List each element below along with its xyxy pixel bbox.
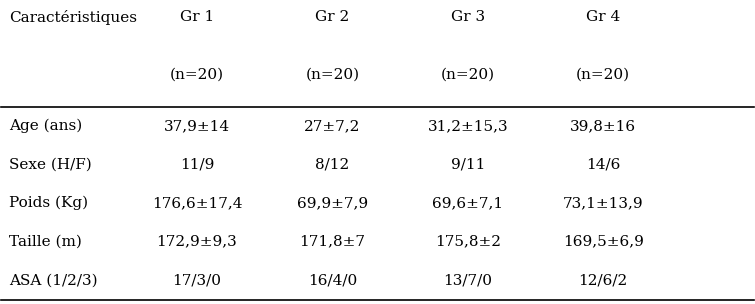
Text: Sexe (H/F): Sexe (H/F) — [9, 158, 91, 172]
Text: 39,8±16: 39,8±16 — [570, 119, 636, 133]
Text: Gr 3: Gr 3 — [451, 10, 485, 24]
Text: 9/11: 9/11 — [451, 158, 485, 172]
Text: 69,6±7,1: 69,6±7,1 — [432, 196, 504, 210]
Text: 176,6±17,4: 176,6±17,4 — [152, 196, 242, 210]
Text: 17/3/0: 17/3/0 — [172, 273, 221, 287]
Text: 73,1±13,9: 73,1±13,9 — [563, 196, 643, 210]
Text: 27±7,2: 27±7,2 — [304, 119, 361, 133]
Text: 172,9±9,3: 172,9±9,3 — [156, 235, 237, 249]
Text: 169,5±6,9: 169,5±6,9 — [562, 235, 643, 249]
Text: (n=20): (n=20) — [305, 68, 359, 82]
Text: 175,8±2: 175,8±2 — [435, 235, 501, 249]
Text: Gr 2: Gr 2 — [316, 10, 350, 24]
Text: Gr 4: Gr 4 — [586, 10, 621, 24]
Text: 8/12: 8/12 — [316, 158, 350, 172]
Text: 14/6: 14/6 — [586, 158, 621, 172]
Text: 37,9±14: 37,9±14 — [164, 119, 230, 133]
Text: Taille (m): Taille (m) — [9, 235, 82, 249]
Text: Age (ans): Age (ans) — [9, 119, 82, 133]
Text: 171,8±7: 171,8±7 — [300, 235, 365, 249]
Text: 31,2±15,3: 31,2±15,3 — [427, 119, 508, 133]
Text: 13/7/0: 13/7/0 — [443, 273, 492, 287]
Text: 16/4/0: 16/4/0 — [308, 273, 357, 287]
Text: 69,9±7,9: 69,9±7,9 — [297, 196, 368, 210]
Text: (n=20): (n=20) — [170, 68, 224, 82]
Text: (n=20): (n=20) — [441, 68, 495, 82]
Text: 11/9: 11/9 — [180, 158, 214, 172]
Text: Gr 1: Gr 1 — [180, 10, 214, 24]
Text: Caractéristiques: Caractéristiques — [9, 10, 137, 26]
Text: ASA (1/2/3): ASA (1/2/3) — [9, 273, 97, 287]
Text: Poids (Kg): Poids (Kg) — [9, 196, 88, 210]
Text: (n=20): (n=20) — [576, 68, 630, 82]
Text: 12/6/2: 12/6/2 — [578, 273, 628, 287]
